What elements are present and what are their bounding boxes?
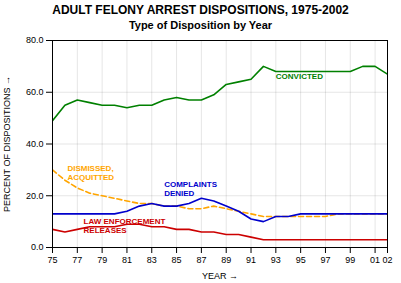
svg-text:YEAR →: YEAR →	[202, 271, 238, 281]
svg-text:85: 85	[172, 255, 182, 265]
svg-text:60.0: 60.0	[26, 87, 44, 97]
svg-text:80.0: 80.0	[26, 35, 44, 45]
svg-text:DISMISSED,ACQUITTED: DISMISSED,ACQUITTED	[67, 164, 114, 182]
svg-text:95: 95	[296, 255, 306, 265]
svg-text:0.0: 0.0	[31, 242, 44, 252]
svg-text:87: 87	[196, 255, 206, 265]
svg-text:99: 99	[345, 255, 355, 265]
svg-text:97: 97	[320, 255, 330, 265]
html-text:ADULT FELONY ARREST DISPOSITIO: ADULT FELONY ARREST DISPOSITIONS, 1975-2…	[52, 3, 349, 17]
svg-text:COMPLAINTSDENIED: COMPLAINTSDENIED	[164, 180, 218, 198]
svg-text:LAW ENFORCEMENTRELEASES: LAW ENFORCEMENTRELEASES	[84, 217, 166, 235]
svg-text:PERCENT OF DISPOSITIONS →: PERCENT OF DISPOSITIONS →	[2, 76, 12, 212]
svg-text:91: 91	[246, 255, 256, 265]
svg-text:77: 77	[72, 255, 82, 265]
svg-text:40.0: 40.0	[26, 139, 44, 149]
svg-text:93: 93	[271, 255, 281, 265]
svg-text:89: 89	[221, 255, 231, 265]
html-text:Type of Disposition by Year: Type of Disposition by Year	[128, 19, 273, 31]
svg-text:75: 75	[47, 255, 57, 265]
svg-text:83: 83	[147, 255, 157, 265]
svg-text:79: 79	[97, 255, 107, 265]
svg-text:20.0: 20.0	[26, 191, 44, 201]
svg-text:02: 02	[382, 255, 392, 265]
svg-text:01: 01	[370, 255, 380, 265]
svg-text:CONVICTED: CONVICTED	[276, 72, 323, 81]
svg-text:81: 81	[122, 255, 132, 265]
